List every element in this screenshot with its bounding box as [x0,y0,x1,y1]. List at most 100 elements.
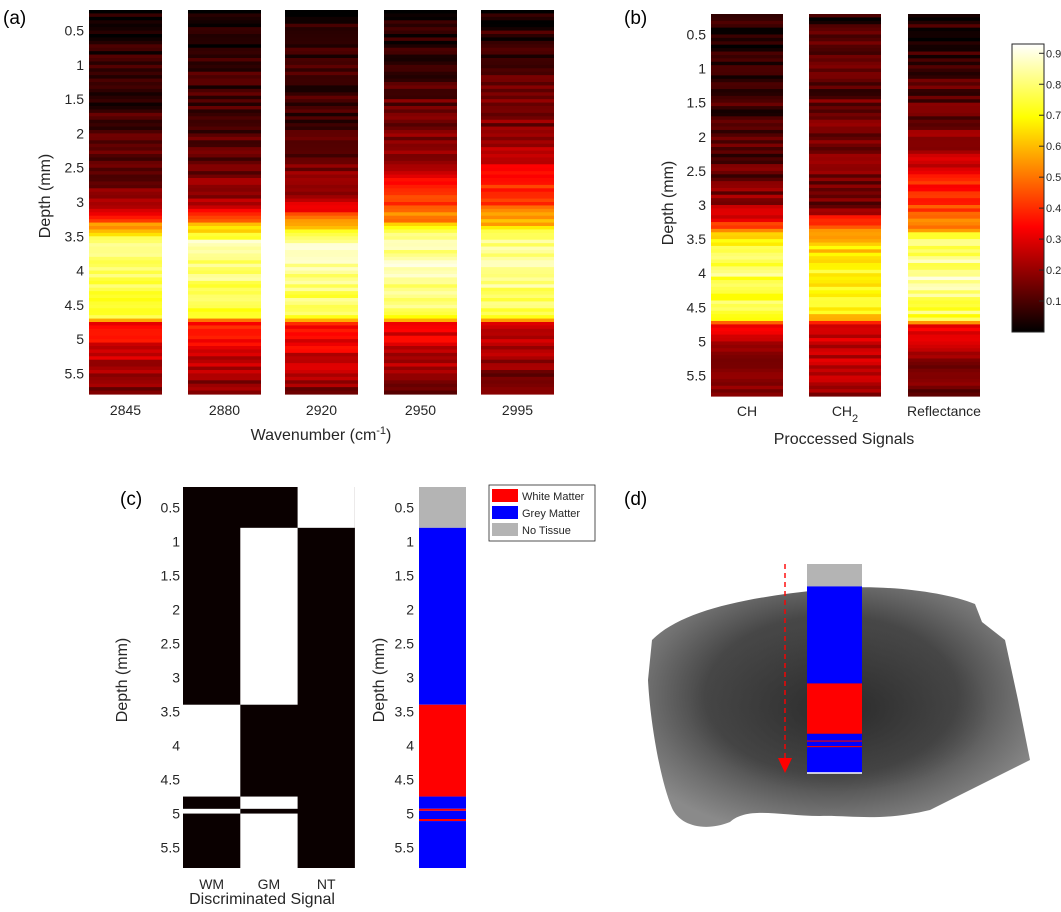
panel-a-cell [481,198,554,203]
panel-a-cell [384,383,457,388]
panel-b-cell [809,317,881,322]
panel-a-cell [89,243,162,248]
panel-a-cell [384,167,457,172]
panel-b-cell [711,34,783,39]
panel-a-cell [384,243,457,248]
panel-b-cell [809,170,881,175]
legend-label: No Tissue [522,525,571,537]
panel-b-cell [711,218,783,223]
legend-entries: White Matter Grey Matter No Tissue [492,489,585,537]
panel-a-cell [285,387,358,392]
panel-a-cell [285,20,358,25]
panel-b-y-tick: 5 [698,333,706,349]
panel-b-cell [809,61,881,66]
panel-b-cell [809,310,881,315]
panel-a-cell [384,376,457,381]
panel-a-cell [285,304,358,309]
legend-swatch [492,489,518,502]
panel-a-cell [481,136,554,141]
panel-a-cell [89,260,162,265]
panel-a-cell [188,82,261,87]
panel-b-cell [908,286,980,291]
panel-b-cell [908,324,980,329]
panel-b-cell [908,44,980,49]
panel-a-cell [285,147,358,152]
panel-a-cell [89,215,162,220]
panel-a-cell [481,294,554,299]
panel-b-cell [908,31,980,36]
panel-a-cell [188,349,261,354]
panel-a-cell [89,133,162,138]
panel-b-cell [908,99,980,104]
classification-y-tick: 2.5 [395,635,415,651]
panel-a-cell [481,109,554,114]
panel-b-cell [809,385,881,390]
overlay-segment [807,586,862,684]
panel-a-cell [285,298,358,303]
panel-b-cell [711,44,783,49]
panel-a-cell [481,34,554,39]
panel-a-cell [384,116,457,121]
panel-b-cell [809,106,881,111]
panel-b-cell [908,109,980,114]
panel-a-cell [481,376,554,381]
panel-b-cell [711,385,783,390]
panel-a-cell [285,291,358,296]
panel-b-cell [711,51,783,56]
panel-a-cell [188,383,261,388]
panel-b-cell [809,378,881,383]
panel-a-cell [285,359,358,364]
panel-a-cell [285,370,358,375]
panel-a-cell [188,366,261,371]
panel-a-cell [481,208,554,213]
panel-a-cell [188,99,261,104]
panel-b-cell [809,89,881,94]
panel-a-cell [89,154,162,159]
panel-a-cell [89,150,162,155]
panel-a-cell [481,40,554,45]
panel-a-cell [384,363,457,368]
panel-a-cell [384,373,457,378]
panel-a-cell [481,188,554,193]
panel-b-cell [809,273,881,278]
panel-a-cell [188,263,261,268]
panel-b-cell [809,375,881,380]
panel-a-cell [89,188,162,193]
panel-a-cell [481,373,554,378]
panel-a-cell [481,30,554,35]
panel-a-cell [188,363,261,368]
panel-b-y-tick: 2 [698,129,706,145]
panel-a-cell [285,174,358,179]
panel-a-cell [89,212,162,217]
panel-a-y-tick: 5.5 [65,365,85,381]
panel-c-y-label: Depth (mm) [114,638,131,722]
overlay-segment [807,564,862,587]
panel-a-cell [384,263,457,268]
panel-b-cell [809,276,881,281]
panel-b-cell [809,225,881,230]
panel-a-cell [188,61,261,66]
panel-b-cell [908,194,980,199]
panel-b-cell [908,375,980,380]
panel-b-cell [711,392,783,397]
panel-a-cell [285,164,358,169]
panel-b-x-ticks: CH CH2 Reflectance [737,403,981,425]
panel-b-cell [908,358,980,363]
panel-a-cell [89,140,162,145]
panel-a-cell [384,294,457,299]
classification-y-label: Depth (mm) [371,638,388,722]
panel-b-cell [809,232,881,237]
panel-b-cell [809,320,881,325]
panel-a-cell [89,198,162,203]
panel-b-cell [809,58,881,63]
classification-segment [419,819,466,822]
panel-a-cell [285,143,358,148]
panel-a-cell [481,236,554,241]
panel-a-cell [89,195,162,200]
classification-strip [419,487,466,868]
panel-a-cell [384,181,457,186]
classification-y-tick: 3.5 [395,704,415,720]
panel-b-y-ticks: 0.5 1 1.5 2 2.5 3 3.5 4 4.5 5 5.5 [687,26,707,383]
panel-a-cell [188,10,261,15]
panel-b-cell [809,34,881,39]
